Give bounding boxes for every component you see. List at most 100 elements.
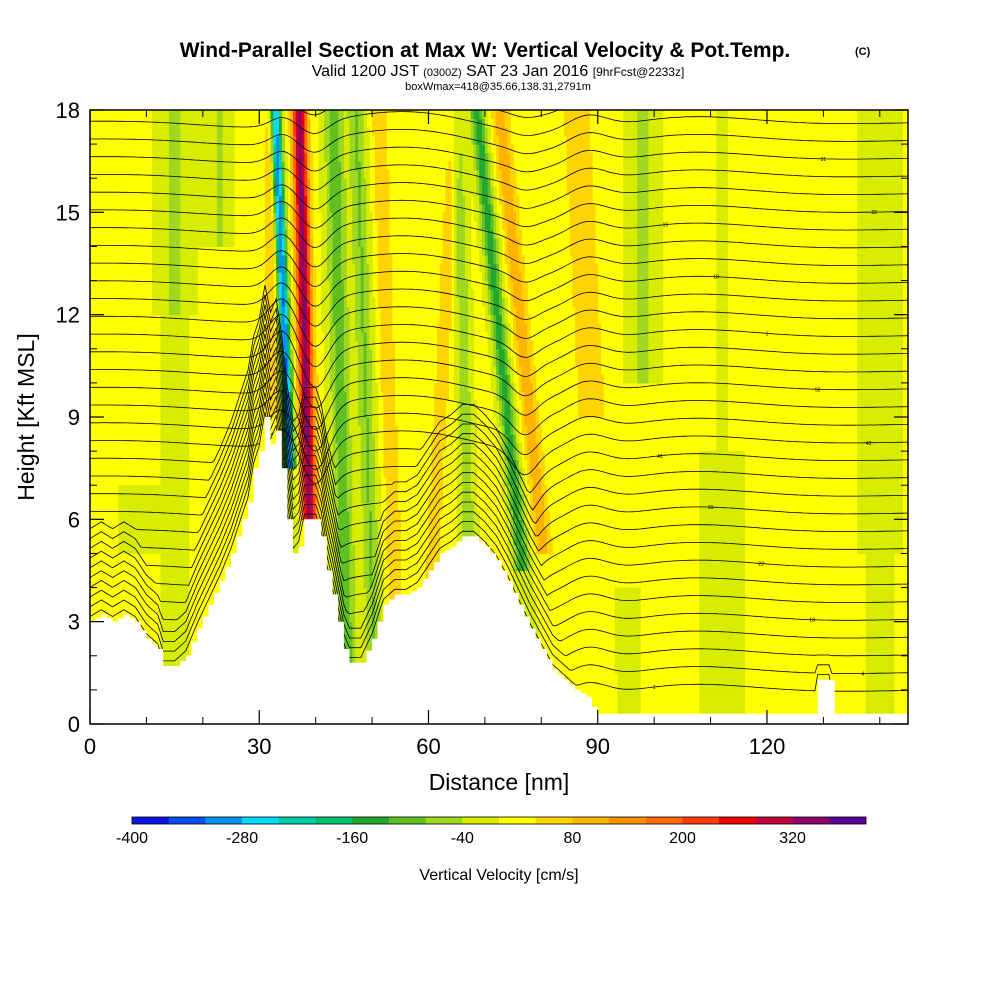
vv-cell xyxy=(473,110,478,120)
vv-cell xyxy=(459,186,463,196)
vv-cell xyxy=(171,203,176,213)
vv-cell xyxy=(135,527,139,537)
vv-cell xyxy=(366,596,370,606)
vv-cell xyxy=(290,229,294,239)
vv-cell xyxy=(467,493,472,503)
vv-cell xyxy=(194,169,198,179)
vv-cell xyxy=(462,135,466,145)
vv-cell xyxy=(346,289,351,299)
vv-cell xyxy=(231,178,235,188)
vv-cell xyxy=(185,493,190,503)
vv-cell xyxy=(137,485,142,495)
vv-cell xyxy=(470,178,475,188)
vv-cell xyxy=(335,118,339,128)
vv-cell xyxy=(445,374,449,384)
vv-cell xyxy=(205,229,210,239)
vv-cell xyxy=(290,502,294,512)
vv-cell xyxy=(470,391,475,401)
vv-cell xyxy=(493,280,497,290)
vv-cell xyxy=(482,161,486,171)
vv-cell xyxy=(343,408,348,418)
vv-cell xyxy=(465,229,469,239)
vv-cell xyxy=(222,178,226,188)
vv-cell xyxy=(298,306,303,316)
vv-cell xyxy=(166,425,170,435)
vv-cell xyxy=(324,289,328,299)
vv-cell xyxy=(465,195,469,205)
vv-cell xyxy=(154,297,159,307)
vv-cell xyxy=(386,425,390,435)
vv-cell xyxy=(504,127,509,137)
vv-cell xyxy=(273,229,277,239)
vv-cell xyxy=(185,237,190,248)
vv-cell xyxy=(470,186,475,196)
vv-cell xyxy=(487,212,492,222)
vv-cell xyxy=(168,425,173,435)
vv-cell xyxy=(222,127,226,137)
vv-cell xyxy=(473,195,478,205)
vv-cell xyxy=(391,544,396,555)
vv-cell xyxy=(222,152,226,162)
vv-cell xyxy=(143,502,148,512)
vv-cell xyxy=(149,485,153,495)
vv-cell xyxy=(202,152,207,162)
vv-cell xyxy=(321,246,325,256)
vv-cell xyxy=(129,519,133,529)
vv-cell xyxy=(442,408,447,418)
vv-cell xyxy=(394,527,399,537)
vv-cell xyxy=(434,502,438,512)
vv-cell xyxy=(154,544,159,555)
vv-cell xyxy=(177,357,181,367)
vv-cell xyxy=(191,135,195,145)
vv-cell xyxy=(341,468,345,478)
vv-cell xyxy=(168,485,173,495)
vv-cell xyxy=(191,306,195,316)
vv-cell xyxy=(174,186,179,196)
vv-cell xyxy=(439,314,444,324)
vv-cell xyxy=(391,340,396,350)
vv-cell xyxy=(183,638,187,648)
vv-cell xyxy=(346,110,351,120)
vv-cell xyxy=(465,246,469,256)
vv-cell xyxy=(185,348,190,358)
vv-cell xyxy=(177,459,181,469)
vv-cell xyxy=(174,280,179,290)
vv-cell xyxy=(166,604,170,614)
vv-cell xyxy=(295,544,300,555)
vv-cell xyxy=(470,340,475,350)
vv-cell xyxy=(482,263,486,273)
vv-cell xyxy=(360,485,365,495)
vv-cell xyxy=(307,365,311,375)
vv-cell xyxy=(180,399,184,410)
vv-cell xyxy=(346,195,351,205)
vv-cell xyxy=(352,647,356,657)
vv-cell xyxy=(338,135,342,145)
vv-cell xyxy=(357,254,362,265)
vv-cell xyxy=(510,263,514,273)
vv-cell xyxy=(496,340,500,350)
vv-cell xyxy=(208,169,212,179)
vv-cell xyxy=(462,374,466,384)
vv-cell xyxy=(394,434,399,444)
vv-cell xyxy=(315,391,320,401)
vv-cell xyxy=(298,144,303,154)
vv-cell xyxy=(431,527,435,537)
vv-cell xyxy=(490,237,494,248)
vv-cell xyxy=(166,237,170,248)
vv-cell xyxy=(363,212,368,222)
vv-cell xyxy=(298,203,303,213)
vv-cell xyxy=(335,280,339,290)
vv-cell xyxy=(501,272,506,282)
vv-cell xyxy=(177,468,181,478)
vv-cell xyxy=(493,340,497,350)
vv-cell xyxy=(372,408,376,418)
vv-cell xyxy=(388,357,393,367)
vv-cell xyxy=(177,553,181,563)
vv-cell xyxy=(329,135,334,145)
vv-cell xyxy=(329,186,334,196)
vv-cell xyxy=(462,144,466,154)
vv-cell xyxy=(357,561,362,572)
vv-cell xyxy=(177,647,181,657)
vv-cell xyxy=(363,374,368,384)
